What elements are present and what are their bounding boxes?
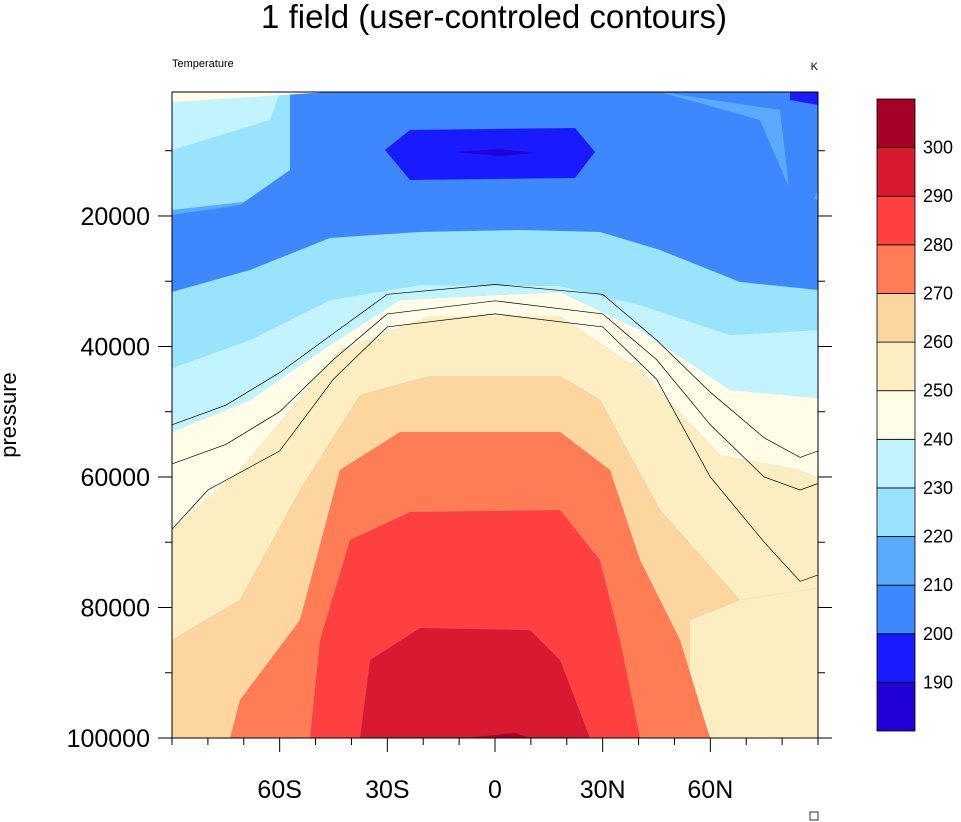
colorbar-label: 300 <box>923 138 953 158</box>
colorbar-label: 290 <box>923 186 953 206</box>
y-axis-label: pressure <box>0 372 21 458</box>
contour-fills <box>172 92 818 738</box>
y-axis: 20000 40000 60000 80000 100000 <box>67 150 832 753</box>
colorbar-box <box>876 438 916 489</box>
colorbar-box <box>876 633 916 683</box>
x-axis: 60S 30S 0 30N 60N <box>171 738 819 804</box>
y-tick-label: 20000 <box>80 203 150 231</box>
colorbar-label: 220 <box>923 527 953 547</box>
colorbar-box <box>876 341 916 392</box>
colorbar-label: 280 <box>923 235 953 255</box>
colorbar-box <box>876 536 916 586</box>
colorbar-box <box>876 390 916 440</box>
colorbar-label: 210 <box>923 575 953 595</box>
colorbar-box <box>876 244 916 294</box>
colorbar-label: 240 <box>923 429 953 449</box>
colorbar-box <box>876 195 916 246</box>
contour-lines <box>171 284 819 582</box>
contour-line-240 <box>171 284 819 458</box>
x-tick-label: 30N <box>580 776 626 804</box>
colorbar-label: 200 <box>923 624 953 644</box>
contour-line-260 <box>171 313 819 582</box>
y-tick-label: 100000 <box>67 725 150 753</box>
corner-glyph <box>809 811 819 821</box>
colorbar-label: 190 <box>923 672 953 692</box>
y-tick-label: 40000 <box>80 333 150 361</box>
colorbar-box <box>876 147 916 197</box>
units-string: K <box>811 61 819 73</box>
y-tick-label: 80000 <box>80 594 150 622</box>
colorbar-box <box>876 584 916 635</box>
chart-title: 1 field (user-controled contours) <box>261 0 727 35</box>
x-tick-label: 60S <box>257 776 301 804</box>
colorbar-box <box>876 293 916 343</box>
x-tick-label: 30S <box>365 776 409 804</box>
colorbar-box <box>876 681 916 732</box>
colorbar-box <box>876 487 916 537</box>
left-string: Temperature <box>172 58 234 70</box>
y-tick-label: 60000 <box>80 464 150 492</box>
contour-line-250 <box>171 300 819 491</box>
colorbar-label: 260 <box>923 332 953 352</box>
colorbar-box <box>876 98 916 149</box>
x-tick-label: 60N <box>687 776 733 804</box>
x-tick-label: 0 <box>488 776 502 804</box>
colorbar: 190 200 210 220 230 240 250 260 270 280 290 300 <box>876 98 953 732</box>
colorbar-label: 250 <box>923 381 953 401</box>
colorbar-label: 270 <box>923 283 953 303</box>
colorbar-label: 230 <box>923 478 953 498</box>
